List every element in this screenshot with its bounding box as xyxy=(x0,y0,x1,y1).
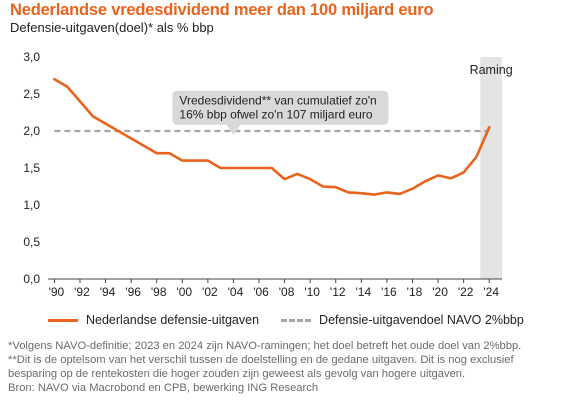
footnote-line: *Volgens NAVO-definitie; 2023 en 2024 zi… xyxy=(8,340,522,352)
x-tick-label: '02 xyxy=(202,285,218,299)
x-tick-label: '06 xyxy=(253,285,269,299)
chart-legend: Nederlandse defensie-uitgaven Defensie-u… xyxy=(48,313,546,327)
legend-swatch-dashed xyxy=(281,318,312,322)
y-axis-ticks: 0,0 0,5 1,0 1,5 2,0 2,5 3,0 xyxy=(23,50,40,286)
x-tick-label: '12 xyxy=(330,285,346,299)
x-tick-label: '94 xyxy=(100,285,116,299)
legend-label: Nederlandse defensie-uitgaven xyxy=(86,313,260,327)
x-tick-label: '04 xyxy=(228,285,244,299)
y-tick-label: 3,0 xyxy=(23,50,40,64)
series-line-defense-spending xyxy=(53,77,491,196)
y-tick-label: 1,5 xyxy=(23,161,40,175)
series-lines xyxy=(53,77,491,196)
x-tick-label: '92 xyxy=(74,285,90,299)
annotation-callout: Vredesdividend** van cumulatief zo'n 16%… xyxy=(172,90,389,135)
x-tick-label: '20 xyxy=(432,285,448,299)
line-chart: Raming 0,00,51,01,52,02,53,0 '90'92'94'9… xyxy=(23,50,513,299)
legend-item-nato-target: Defensie-uitgavendoel NAVO 2%bbp xyxy=(281,313,524,327)
footnote-line: **Dit is de optelsom van het verschil tu… xyxy=(8,354,514,366)
x-tick-label: '16 xyxy=(381,285,397,299)
source-line: Bron: NAVO via Macrobond en CPB, bewerki… xyxy=(8,382,319,394)
x-tick-label: '14 xyxy=(356,285,372,299)
x-tick-label: '22 xyxy=(458,285,474,299)
annotation-line-1: Vredesdividend** van cumulatief zo'n xyxy=(179,94,376,108)
footnotes: *Volgens NAVO-definitie; 2023 en 2024 zi… xyxy=(8,339,521,395)
y-tick-label: 2,5 xyxy=(23,87,40,101)
x-tick-label: '98 xyxy=(151,285,167,299)
y-tick-label: 0,5 xyxy=(23,235,40,249)
x-tick-label: '08 xyxy=(279,285,295,299)
x-tick-label: '90 xyxy=(49,285,65,299)
x-tick-label: '18 xyxy=(407,285,423,299)
y-tick-label: 2,0 xyxy=(23,124,40,138)
x-tick-label: '24 xyxy=(483,285,499,299)
x-tick-label: '96 xyxy=(125,285,141,299)
x-tick-label: '00 xyxy=(176,285,192,299)
x-axis-ticks: '90 '92 '94 '96 '98 '00 '02 '04 '06 '08 '10 '12 '14 '… xyxy=(49,279,499,299)
forecast-label: Raming xyxy=(470,63,513,77)
forecast-region xyxy=(480,57,502,279)
y-tick-label: 0,0 xyxy=(23,272,40,286)
annotation-line-2: 16% bbp ofwel zo'n 107 miljard euro xyxy=(179,108,372,122)
chart-title: Nederlandse vredesdividend meer dan 100 … xyxy=(10,1,434,19)
legend-label: Defensie-uitgavendoel NAVO 2%bbp xyxy=(319,313,524,327)
legend-item-defense-spending: Nederlandse defensie-uitgaven xyxy=(48,313,259,327)
x-tick-label: '10 xyxy=(304,285,320,299)
legend-swatch-solid xyxy=(48,318,78,322)
chart-subtitle: Defensie-uitgaven(doel)* als % bbp xyxy=(10,20,214,35)
footnote-line: besparing op de rentekosten die hoger zo… xyxy=(8,368,466,380)
y-tick-label: 1,0 xyxy=(23,198,40,212)
